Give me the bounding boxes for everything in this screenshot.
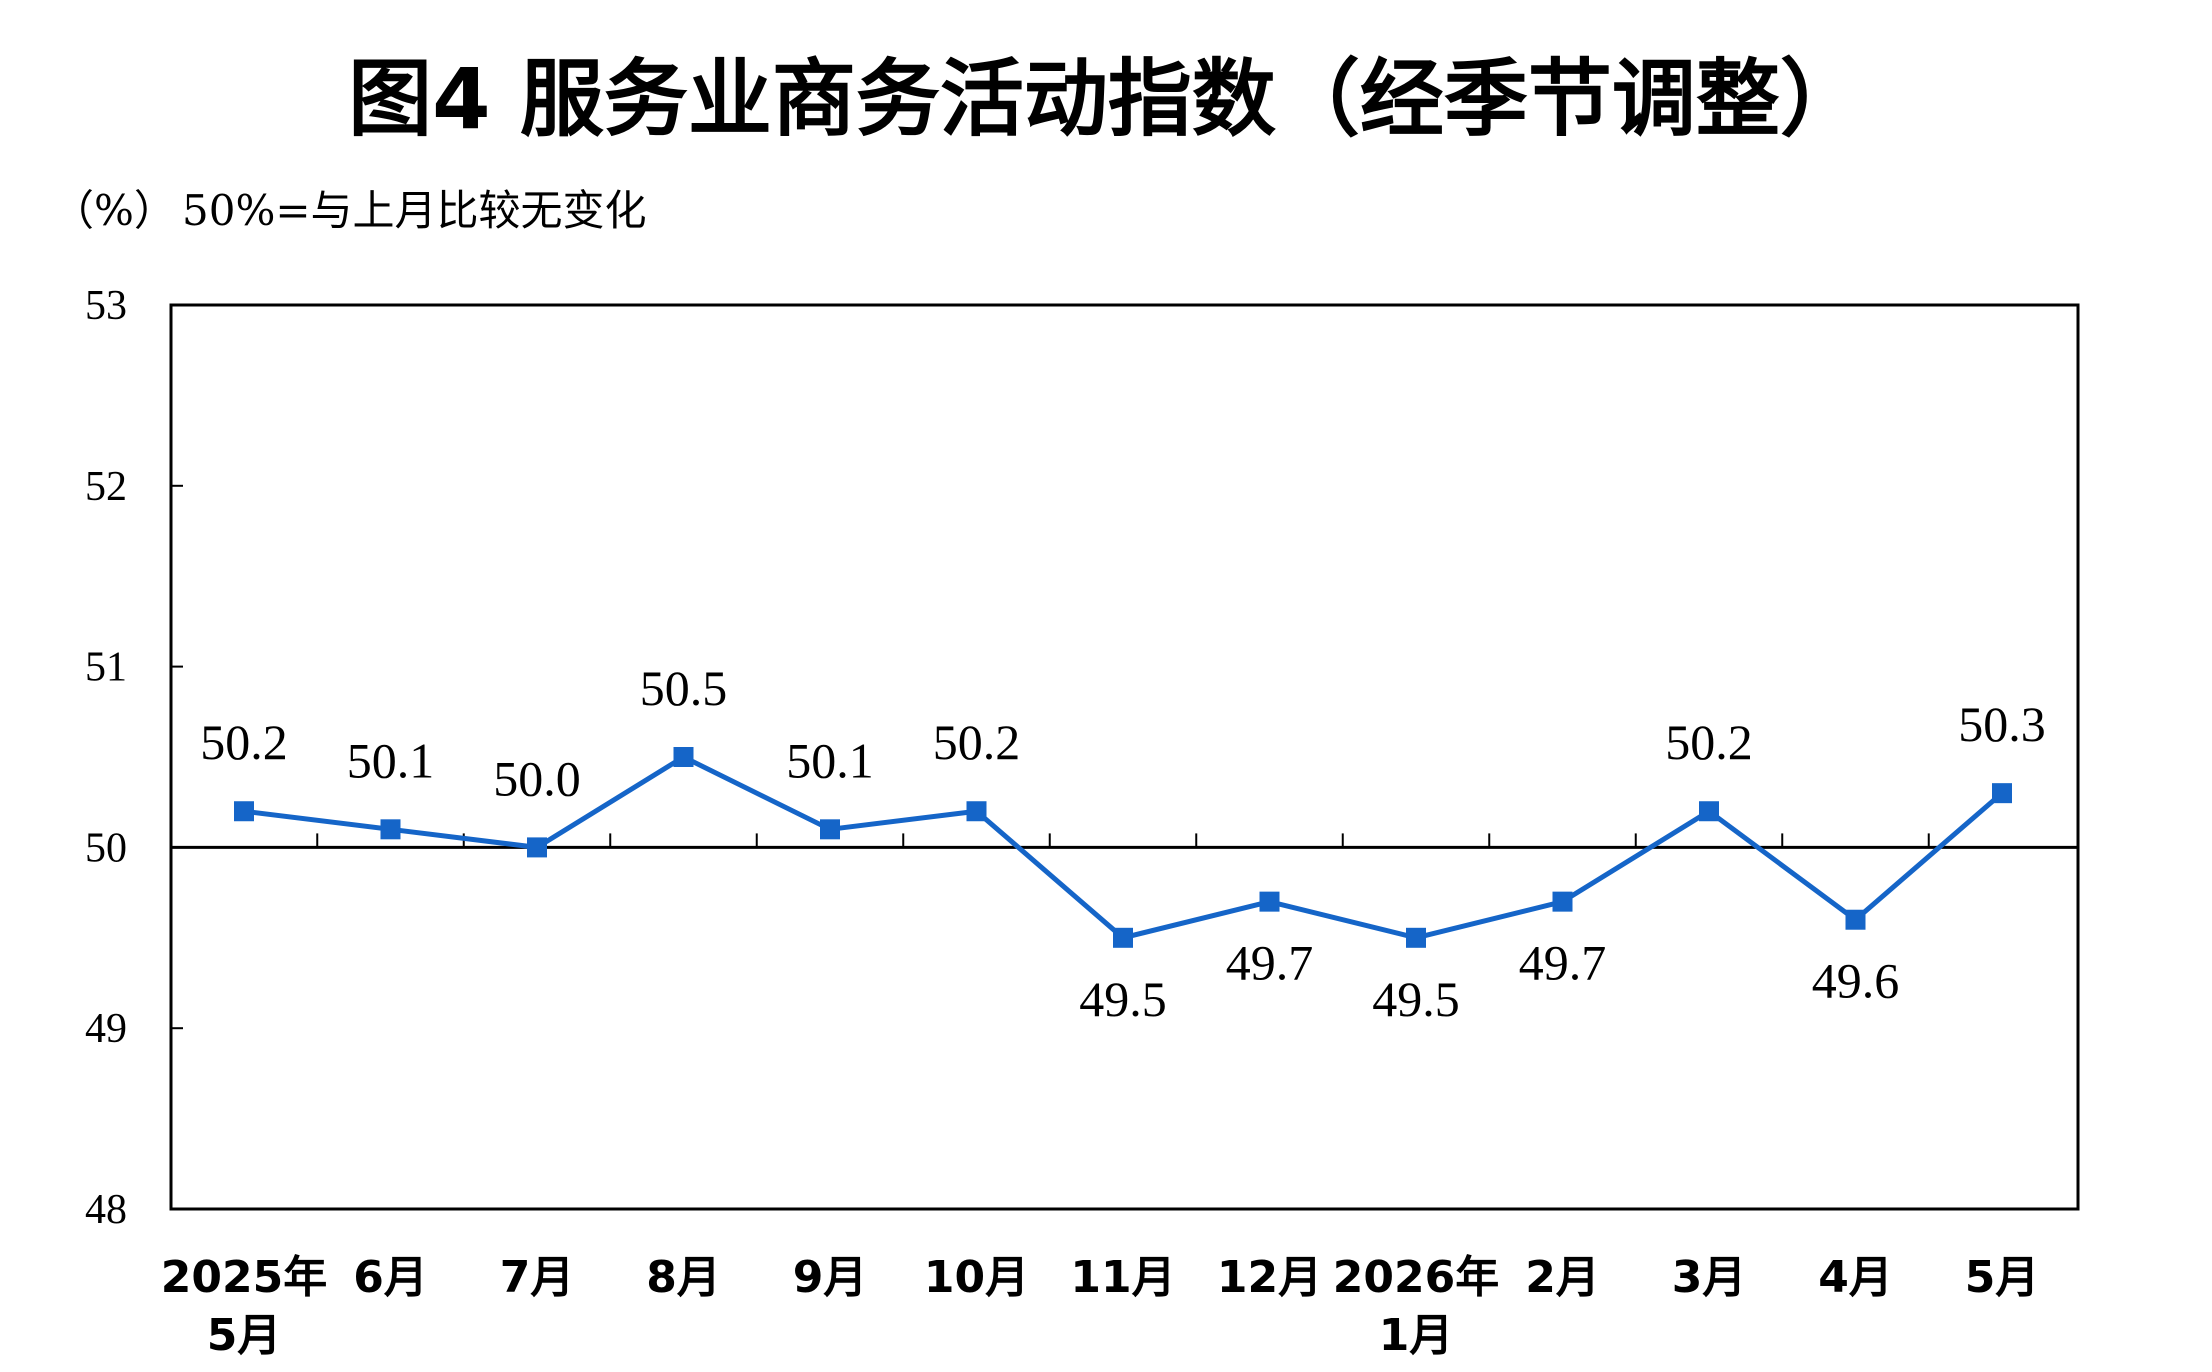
x-tick-label: 5月 (1965, 1252, 2040, 1303)
data-point-marker (380, 819, 401, 840)
x-axis-ticks: 2025年 5月 6月 7月 8月 9月 10月 11月 12月 2026年 1月 2月 3月 4月 5月 (161, 833, 2040, 1361)
data-point-marker (234, 801, 254, 822)
data-label: 49.7 (1226, 935, 1314, 991)
plot-frame (169, 303, 2080, 1211)
data-label: 50.1 (786, 732, 874, 788)
x-tick-label: 2月 (1525, 1252, 1600, 1303)
data-point-marker (527, 837, 547, 858)
y-tick-label: 52 (85, 464, 127, 510)
data-label: 50.0 (493, 750, 581, 806)
data-point-marker (1845, 909, 1866, 930)
x-tick-label: 12月 (1217, 1252, 1322, 1303)
x-tick-label: 7月 (500, 1252, 575, 1303)
y-unit-label: （%） (52, 186, 176, 235)
y-tick-label: 50 (85, 825, 127, 871)
data-point-marker (1406, 927, 1426, 948)
chart-title: 图4 服务业商务活动指数（经季节调整） (348, 50, 1864, 148)
y-axis-ticks: 48 49 50 51 52 53 (85, 283, 183, 1233)
data-label: 49.6 (1812, 953, 1900, 1009)
x-tick-label: 4月 (1818, 1252, 1893, 1303)
y-tick-label: 49 (85, 1006, 127, 1052)
data-point-marker (966, 801, 987, 822)
data-label: 50.3 (1958, 696, 2046, 752)
data-point-marker (1699, 801, 1719, 822)
x-tick-label: 5月 (207, 1310, 282, 1361)
data-label: 49.7 (1519, 935, 1607, 991)
data-point-marker (1552, 891, 1573, 912)
data-point-marker (1113, 927, 1133, 948)
data-label-layer: 50.2 50.1 50.0 50.5 50.1 50.2 49.5 49.7 49.5 49.7… (200, 660, 2046, 1027)
x-tick-label: 10月 (924, 1252, 1029, 1303)
data-label: 49.5 (1372, 971, 1460, 1027)
data-label: 50.1 (347, 732, 435, 788)
data-label: 50.2 (1665, 714, 1753, 770)
x-tick-label: 11月 (1070, 1252, 1175, 1303)
data-point-marker (673, 747, 694, 767)
data-point-marker (1992, 783, 2012, 804)
data-point-marker (820, 819, 840, 840)
x-tick-label: 8月 (646, 1252, 721, 1303)
x-tick-label: 2026年 (1333, 1252, 1499, 1303)
data-label: 50.2 (200, 714, 288, 770)
x-tick-label: 9月 (793, 1252, 868, 1303)
data-label: 50.2 (933, 714, 1021, 770)
reference-note: 50%=与上月比较无变化 (182, 186, 647, 235)
series-layer (234, 747, 2012, 948)
x-tick-label: 3月 (1672, 1252, 1747, 1303)
x-tick-label: 2025年 (161, 1252, 327, 1303)
data-label: 49.5 (1079, 971, 1167, 1027)
y-tick-label: 51 (85, 645, 127, 691)
data-label: 50.5 (640, 660, 728, 716)
data-point-marker (1259, 891, 1280, 912)
x-tick-label: 6月 (353, 1252, 428, 1303)
x-tick-label: 1月 (1379, 1310, 1454, 1361)
y-tick-label: 48 (85, 1187, 127, 1233)
y-tick-label: 53 (85, 283, 127, 329)
